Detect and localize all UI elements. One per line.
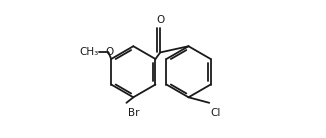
- Text: O: O: [105, 47, 113, 57]
- Text: Br: Br: [128, 108, 139, 118]
- Text: Cl: Cl: [210, 108, 220, 118]
- Text: CH₃: CH₃: [79, 47, 98, 57]
- Text: O: O: [156, 15, 164, 25]
